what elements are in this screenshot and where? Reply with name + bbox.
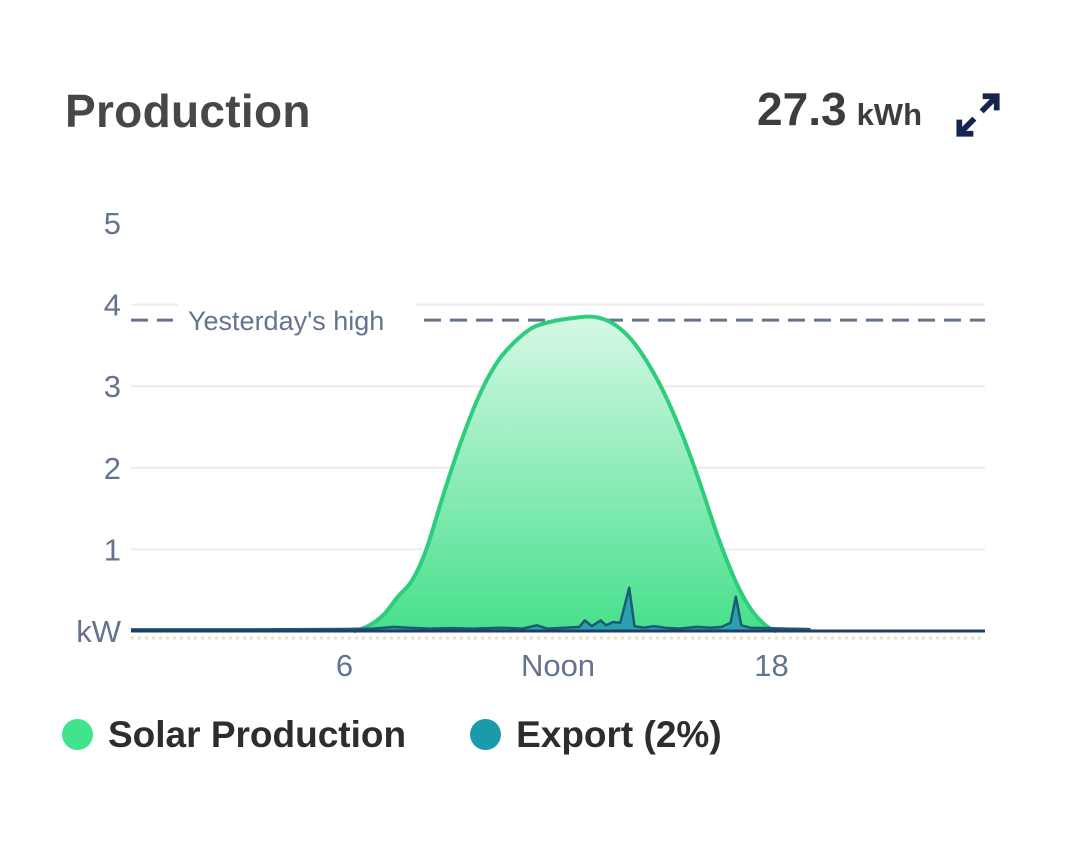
expand-icon [952, 93, 1004, 144]
legend-item-export[interactable]: Export (2%) [470, 716, 722, 753]
y-tick-label: 4 [104, 288, 121, 323]
x-tick-label: 6 [336, 648, 353, 683]
x-tick-label: 18 [754, 648, 788, 683]
legend-label-export: Export (2%) [516, 714, 722, 755]
total-production-readout: 27.3 kWh [757, 86, 1004, 138]
x-tick-label: Noon [521, 648, 595, 683]
legend-label-solar-production: Solar Production [108, 714, 407, 755]
total-production-unit: kWh [856, 97, 922, 132]
export-dot-icon [470, 719, 502, 750]
y-tick-label: 2 [104, 451, 121, 486]
export-line [131, 586, 811, 631]
production-chart-svg: Yesterday's high 5 4 3 2 1 kW 6 Noon 18 [76, 206, 985, 683]
y-tick-label: 3 [104, 369, 121, 404]
production-chart: Yesterday's high 5 4 3 2 1 kW 6 Noon 18 [0, 180, 1080, 700]
yesterday-high-label-bg [178, 296, 416, 343]
legend-item-solar-production[interactable]: Solar Production [62, 716, 406, 753]
kw-unit-label: kW [76, 614, 122, 649]
chart-legend: Solar Production Export (2%) [62, 716, 722, 753]
total-production-value: 27.3 [757, 83, 847, 135]
page-title: Production [65, 85, 311, 137]
solar-production-area [355, 316, 776, 631]
expand-button[interactable] [952, 89, 1004, 141]
yesterday-high-label: Yesterday's high [188, 306, 384, 336]
y-tick-label: 1 [104, 532, 121, 567]
solar-production-dot-icon [62, 719, 93, 750]
y-tick-label: 5 [104, 206, 121, 241]
solar-production-line [353, 314, 778, 633]
